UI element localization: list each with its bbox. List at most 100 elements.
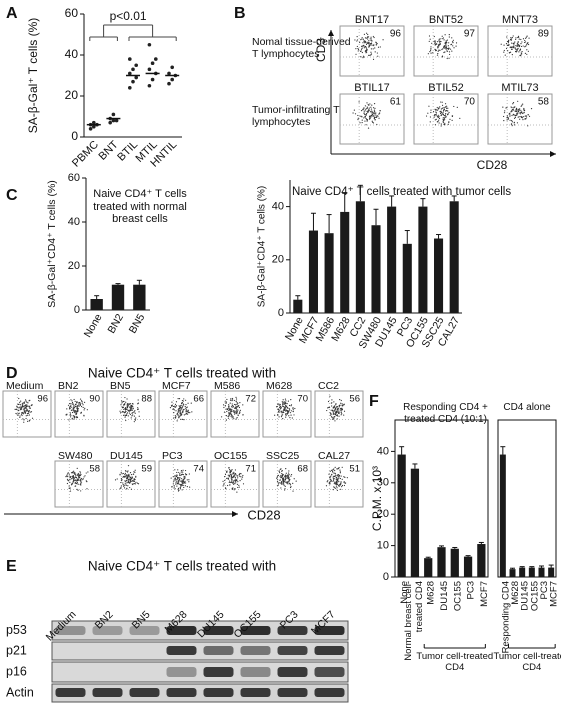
flow-event bbox=[284, 402, 286, 404]
flow-plot-frame bbox=[106, 390, 156, 438]
flow-event bbox=[361, 119, 363, 121]
flow-event bbox=[444, 51, 446, 53]
flow-event bbox=[361, 37, 363, 39]
blot-band bbox=[203, 646, 234, 655]
flow-event bbox=[446, 57, 448, 60]
flow-event bbox=[23, 402, 25, 404]
flow-event bbox=[180, 485, 182, 487]
flow-event bbox=[70, 414, 72, 416]
flow-event bbox=[183, 486, 185, 489]
plot-name: MCF7 bbox=[162, 380, 191, 392]
flow-event bbox=[375, 116, 378, 118]
flow-event bbox=[177, 469, 179, 471]
flow-event bbox=[120, 481, 122, 484]
flow-event bbox=[446, 50, 448, 52]
flow-event bbox=[174, 475, 176, 477]
flow-event bbox=[19, 416, 21, 418]
flow-event bbox=[133, 480, 135, 483]
plot-value: 96 bbox=[37, 394, 48, 405]
flow-event bbox=[523, 111, 525, 114]
flow-event bbox=[452, 45, 454, 47]
group-title: CD4 alone bbox=[503, 402, 551, 413]
flow-event bbox=[289, 408, 291, 410]
flow-event bbox=[512, 47, 515, 49]
flow-event bbox=[280, 481, 282, 484]
flow-event bbox=[69, 490, 72, 492]
flow-event bbox=[365, 108, 367, 110]
plot-value: 71 bbox=[245, 464, 256, 475]
flow-event bbox=[438, 117, 441, 120]
flow-event bbox=[180, 470, 183, 472]
flow-event bbox=[359, 122, 361, 124]
flow-event bbox=[235, 482, 237, 484]
flow-event bbox=[237, 409, 239, 411]
flow-event bbox=[378, 113, 380, 115]
flow-event bbox=[512, 103, 514, 105]
flow-event bbox=[516, 45, 518, 47]
flow-event bbox=[339, 469, 341, 471]
flow-event bbox=[131, 403, 134, 405]
flow-event bbox=[511, 107, 513, 109]
flow-event bbox=[370, 116, 372, 118]
flow-event bbox=[179, 411, 181, 413]
flow-event bbox=[340, 411, 342, 413]
flow-event bbox=[231, 414, 233, 416]
flow-event bbox=[443, 47, 445, 49]
flow-event bbox=[525, 45, 527, 47]
flow-event bbox=[120, 485, 122, 487]
flow-event bbox=[334, 415, 336, 418]
flow-event bbox=[365, 51, 368, 53]
flow-event bbox=[372, 112, 374, 115]
flow-event bbox=[131, 404, 133, 407]
flow-event bbox=[134, 483, 136, 485]
flow-event bbox=[336, 474, 338, 476]
flow-event bbox=[281, 470, 283, 472]
flow-event bbox=[446, 48, 448, 50]
flow-event bbox=[515, 50, 517, 53]
chart-title: Naive CD4⁺ T cells treated with normal b… bbox=[93, 188, 187, 226]
flow-event bbox=[337, 477, 339, 479]
flow-event bbox=[441, 101, 443, 103]
flow-event bbox=[21, 412, 23, 414]
flow-event bbox=[278, 470, 280, 472]
flow-event bbox=[123, 484, 125, 486]
flow-event bbox=[280, 487, 282, 489]
flow-event bbox=[287, 475, 290, 477]
flow-event bbox=[373, 36, 375, 39]
flow-event bbox=[78, 403, 80, 405]
flow-event bbox=[340, 399, 342, 402]
flow-event bbox=[370, 36, 372, 38]
flow-event bbox=[231, 409, 233, 411]
flow-event bbox=[282, 477, 285, 479]
flow-event bbox=[523, 110, 525, 112]
bar bbox=[410, 468, 420, 577]
flow-event bbox=[446, 114, 449, 116]
flow-event bbox=[169, 407, 172, 409]
flow-event bbox=[357, 47, 359, 50]
flow-event bbox=[293, 478, 295, 480]
flow-event bbox=[67, 475, 69, 478]
row-label: p21 bbox=[6, 643, 27, 657]
flow-event bbox=[284, 485, 286, 487]
y-axis-label: C.P.M. x 10³ bbox=[370, 466, 384, 531]
flow-event bbox=[120, 471, 122, 474]
flow-event bbox=[364, 113, 366, 116]
flow-event bbox=[239, 480, 241, 482]
flow-event bbox=[289, 484, 292, 486]
flow-event bbox=[330, 479, 332, 481]
plot-name: BTIL52 bbox=[428, 82, 463, 94]
flow-event bbox=[512, 35, 514, 37]
flow-event bbox=[183, 481, 186, 484]
flow-event bbox=[223, 482, 225, 484]
flow-event bbox=[178, 479, 181, 481]
flow-event bbox=[174, 478, 176, 480]
flow-event bbox=[75, 417, 77, 419]
flow-event bbox=[80, 402, 82, 404]
flow-event bbox=[171, 401, 173, 403]
flow-event bbox=[338, 477, 340, 479]
flow-event bbox=[441, 107, 443, 109]
flow-event bbox=[279, 476, 281, 478]
flow-event bbox=[520, 54, 522, 56]
flow-event bbox=[23, 419, 25, 421]
panel-letter: F bbox=[369, 393, 379, 410]
